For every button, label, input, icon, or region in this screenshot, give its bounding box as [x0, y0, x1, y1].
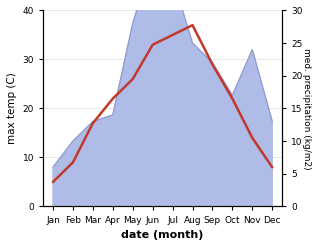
X-axis label: date (month): date (month) [121, 230, 204, 240]
Y-axis label: max temp (C): max temp (C) [7, 73, 17, 144]
Y-axis label: med. precipitation (kg/m2): med. precipitation (kg/m2) [302, 48, 311, 169]
